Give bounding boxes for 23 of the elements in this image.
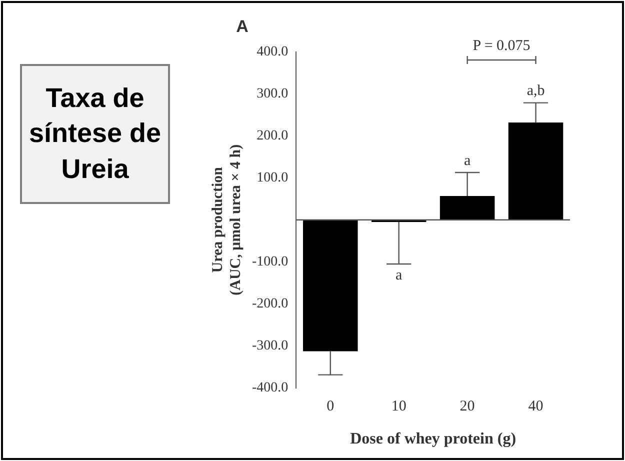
y-tick-label: -200.0 [252, 296, 288, 312]
text: Taxa de síntese de Ureia [20, 64, 170, 204]
y-axis-title: Urea production (AUC, μmol urea × 4 h) [210, 144, 244, 296]
x-tick-label: 0 [326, 398, 334, 415]
y-tick-label: -400.0 [252, 380, 288, 396]
text: A [236, 17, 248, 36]
bar [440, 196, 495, 220]
annotation: a,b [526, 83, 545, 100]
y-tick-label: 400.0 [256, 44, 288, 60]
x-tick-label: 40 [528, 398, 544, 415]
x-tick-label: 10 [391, 398, 406, 415]
y-tick-label: -100.0 [252, 254, 288, 270]
annotation: a [396, 267, 403, 284]
y-tick-label: -300.0 [252, 338, 288, 354]
y-tick-label: 100.0 [256, 170, 288, 186]
y-tick-label: 200.0 [256, 128, 288, 144]
bar [508, 122, 564, 220]
x-tick-label: 20 [460, 398, 475, 415]
bar [303, 220, 358, 352]
x-axis-title: Dose of whey protein (g) [350, 430, 516, 448]
annotation: P = 0.075 [472, 38, 530, 54]
annotation: a [464, 152, 471, 169]
y-tick-label: 300.0 [256, 86, 288, 102]
